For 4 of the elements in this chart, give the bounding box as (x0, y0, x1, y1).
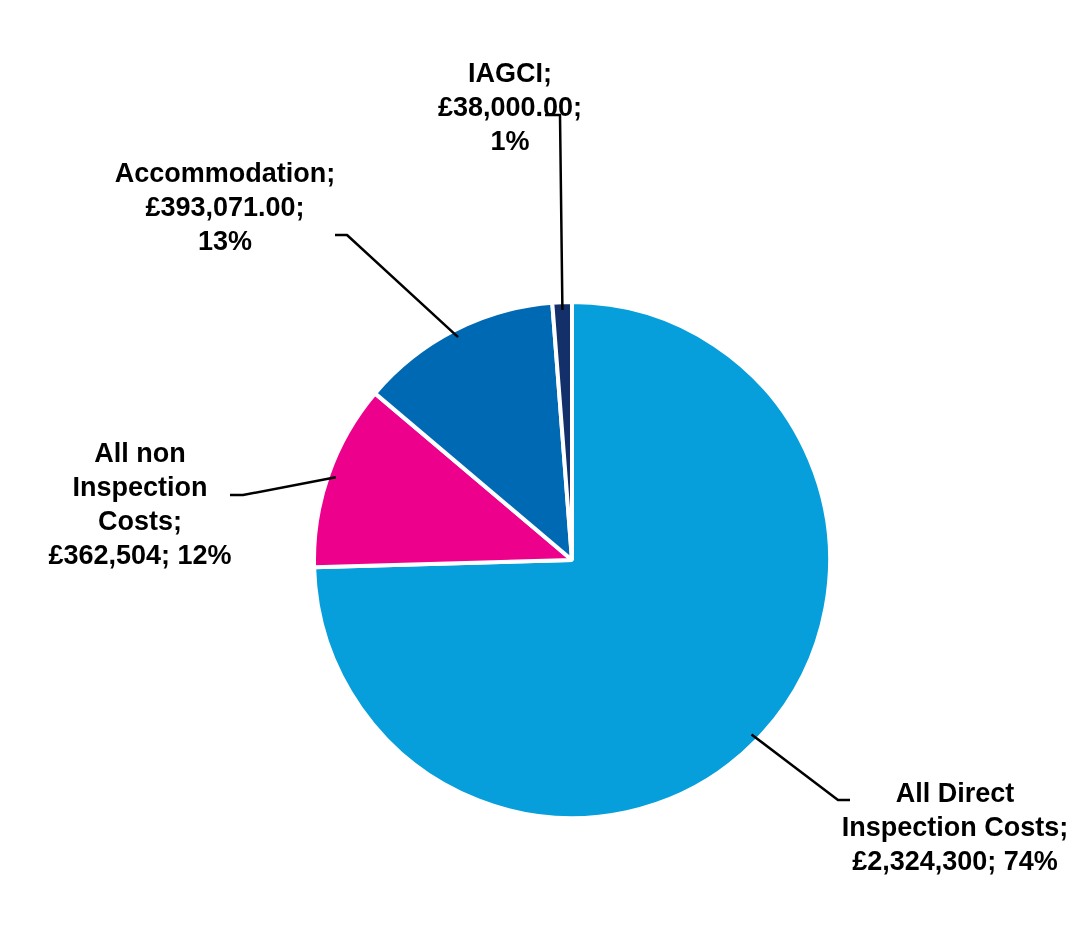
slice-label: All Direct Inspection Costs; £2,324,300; 74% (841, 778, 1069, 877)
slice-label: IAGCI; £38,000.00; 1% (437, 58, 583, 157)
slice-label: Accommodation; £393,071.00; 13% (114, 158, 336, 257)
slice-label: All non Inspection Costs; £362,504; 12% (48, 438, 232, 571)
